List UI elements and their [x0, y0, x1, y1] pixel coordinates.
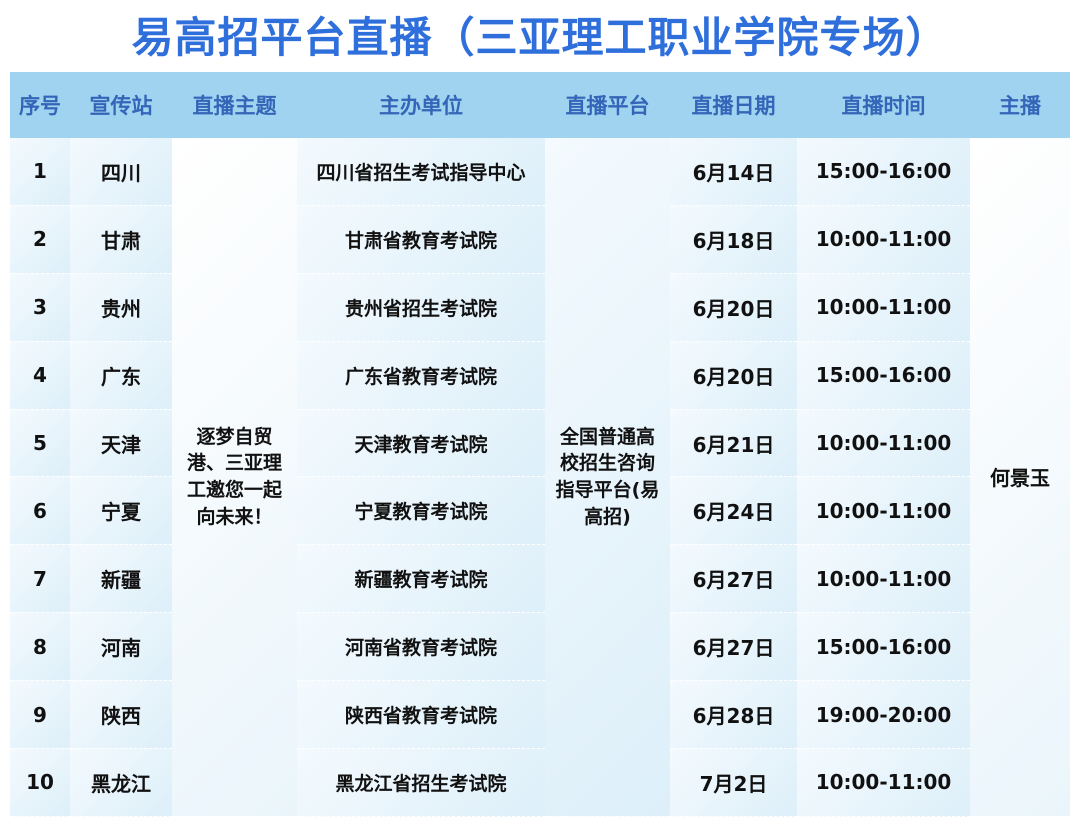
row-number: 6	[10, 477, 70, 546]
date-cell: 6月21日	[670, 409, 797, 478]
date-cell: 6月14日	[670, 138, 797, 206]
station-cell: 河南	[70, 613, 172, 682]
station-cell: 四川	[70, 138, 172, 206]
station-cell: 天津	[70, 409, 172, 478]
time-cell: 10:00-11:00	[797, 205, 970, 274]
column-header: 宣传站	[70, 72, 172, 138]
time-cell: 10:00-11:00	[797, 273, 970, 342]
date-cell: 6月27日	[670, 545, 797, 614]
column-header: 直播时间	[797, 72, 970, 138]
organizer-cell: 四川省招生考试指导中心	[297, 138, 545, 206]
organizer-cell: 贵州省招生考试院	[297, 273, 545, 342]
organizer-cell: 黑龙江省招生考试院	[297, 749, 545, 817]
time-cell: 10:00-11:00	[797, 409, 970, 478]
platform-cell: 全国普通高校招生咨询指导平台(易高招)	[545, 138, 670, 817]
date-cell: 6月18日	[670, 205, 797, 274]
organizer-cell: 新疆教育考试院	[297, 545, 545, 614]
station-cell: 新疆	[70, 545, 172, 614]
organizer-cell: 宁夏教育考试院	[297, 477, 545, 546]
station-cell: 宁夏	[70, 477, 172, 546]
date-cell: 6月24日	[670, 477, 797, 546]
column-header: 序号	[10, 72, 70, 138]
organizer-cell: 河南省教育考试院	[297, 613, 545, 682]
station-cell: 广东	[70, 341, 172, 410]
organizer-cell: 甘肃省教育考试院	[297, 205, 545, 274]
row-number: 3	[10, 273, 70, 342]
schedule-table: 序号 宣传站 直播主题 主办单位 直播平台 直播日期 直播时间 主播 1 四川 四川省招生考试指导中…	[10, 72, 1070, 817]
date-cell: 6月28日	[670, 681, 797, 750]
time-cell: 19:00-20:00	[797, 681, 970, 750]
page-title: 易高招平台直播（三亚理工职业学院专场）	[131, 13, 949, 62]
row-number: 9	[10, 681, 70, 750]
column-header: 直播主题	[172, 72, 297, 138]
time-cell: 15:00-16:00	[797, 613, 970, 682]
date-cell: 6月27日	[670, 613, 797, 682]
time-cell: 15:00-16:00	[797, 341, 970, 410]
date-cell: 7月2日	[670, 749, 797, 817]
column-header: 主播	[970, 72, 1070, 138]
station-cell: 贵州	[70, 273, 172, 342]
host-cell: 何景玉	[970, 138, 1070, 817]
time-cell: 10:00-11:00	[797, 749, 970, 817]
row-number: 2	[10, 205, 70, 274]
column-header: 主办单位	[297, 72, 545, 138]
column-header: 直播日期	[670, 72, 797, 138]
time-cell: 10:00-11:00	[797, 545, 970, 614]
station-cell: 黑龙江	[70, 749, 172, 817]
station-cell: 陕西	[70, 681, 172, 750]
date-cell: 6月20日	[670, 273, 797, 342]
column-header: 直播平台	[545, 72, 670, 138]
organizer-cell: 陕西省教育考试院	[297, 681, 545, 750]
organizer-cell: 广东省教育考试院	[297, 341, 545, 410]
organizer-cell: 天津教育考试院	[297, 409, 545, 478]
time-cell: 15:00-16:00	[797, 138, 970, 206]
date-cell: 6月20日	[670, 341, 797, 410]
row-number: 4	[10, 341, 70, 410]
row-number: 7	[10, 545, 70, 614]
row-number: 1	[10, 138, 70, 206]
row-number: 8	[10, 613, 70, 682]
theme-cell: 逐梦自贸港、三亚理工邀您一起向未来！	[172, 138, 297, 817]
row-number: 10	[10, 749, 70, 817]
row-number: 5	[10, 409, 70, 478]
time-cell: 10:00-11:00	[797, 477, 970, 546]
station-cell: 甘肃	[70, 205, 172, 274]
